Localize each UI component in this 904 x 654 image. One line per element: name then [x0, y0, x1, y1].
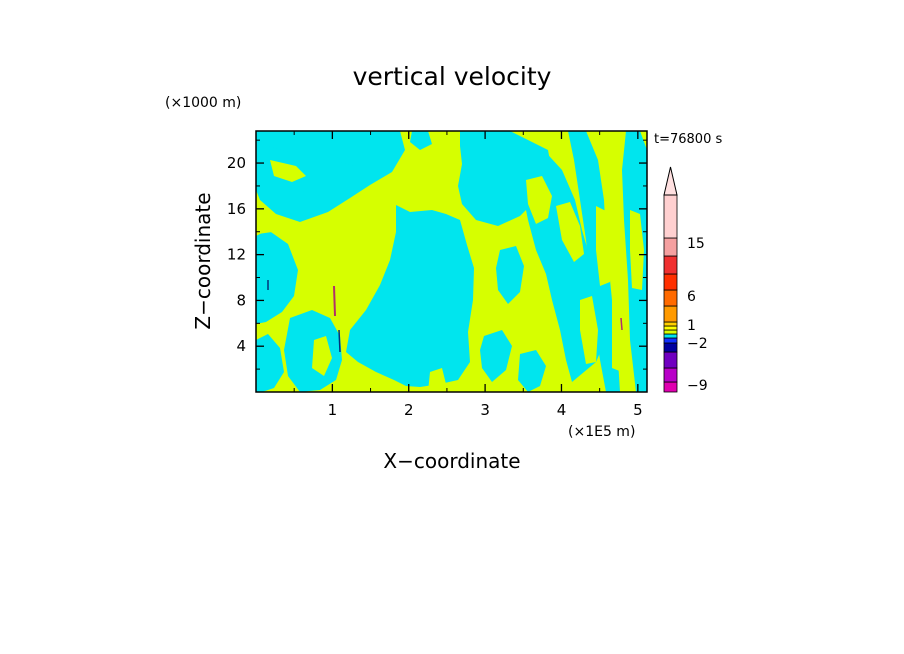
y-tick-label: 20 [227, 154, 246, 172]
colorbar-segment [663, 273, 678, 291]
colorbar-tick-label: −9 [687, 378, 708, 394]
colorbar-segment [663, 194, 678, 239]
colorbar-segment [663, 329, 678, 335]
y-tick-label: 12 [227, 246, 246, 264]
colorbar-segment [663, 367, 678, 383]
y-axis-label: Z−coordinate [191, 192, 215, 329]
x-tick-label: 4 [557, 401, 567, 419]
chart-title: vertical velocity [353, 62, 552, 91]
positive-velocity-regions [256, 160, 644, 392]
y-tick-label: 4 [236, 337, 246, 355]
negative-velocity-regions [256, 131, 647, 392]
y-axis-ticks: 4 8 12 16 20 [227, 139, 647, 370]
velocity-accent-marks [267, 280, 623, 353]
x-tick-label: 5 [633, 401, 643, 419]
x-tick-label: 2 [404, 401, 414, 419]
x-tick-label: 3 [480, 401, 490, 419]
colorbar-segment [663, 333, 678, 339]
colorbar-segment [663, 351, 678, 369]
colorbar-segment [663, 305, 678, 323]
accent-line [338, 329, 341, 353]
colorbar-segment [663, 255, 678, 275]
colorbar-tick-label: 1 [687, 318, 696, 334]
colorbar-tick-label: −2 [687, 336, 708, 352]
y-tick-label: 8 [236, 291, 246, 309]
accent-line [333, 285, 336, 317]
colorbar-segment [663, 289, 678, 307]
colorbar-extend-arrow [663, 166, 678, 196]
plot-area [256, 131, 647, 392]
x-axis-ticks: 1 2 3 4 5 [293, 131, 643, 419]
colorbar-tick-label: 15 [687, 236, 705, 252]
colorbar-segment [663, 237, 678, 257]
colorbar-segment [663, 325, 678, 331]
colorbar: −9 −2 1 6 15 [663, 166, 708, 394]
colorbar-segment [663, 337, 678, 344]
colorbar-segment [663, 321, 678, 327]
accent-line [620, 317, 623, 331]
plot-frame [255, 130, 648, 393]
y-axis-unit: (×1000 m) [165, 95, 241, 111]
y-tick-label: 16 [227, 200, 246, 218]
x-axis-unit: (×1E5 m) [568, 424, 635, 440]
colorbar-segment [663, 381, 678, 393]
colorbar-tick-label: 6 [687, 289, 696, 305]
x-axis-label: X−coordinate [383, 449, 520, 473]
x-tick-label: 1 [328, 401, 338, 419]
colorbar-segment [663, 342, 678, 353]
time-label: t=76800 s [654, 132, 722, 147]
